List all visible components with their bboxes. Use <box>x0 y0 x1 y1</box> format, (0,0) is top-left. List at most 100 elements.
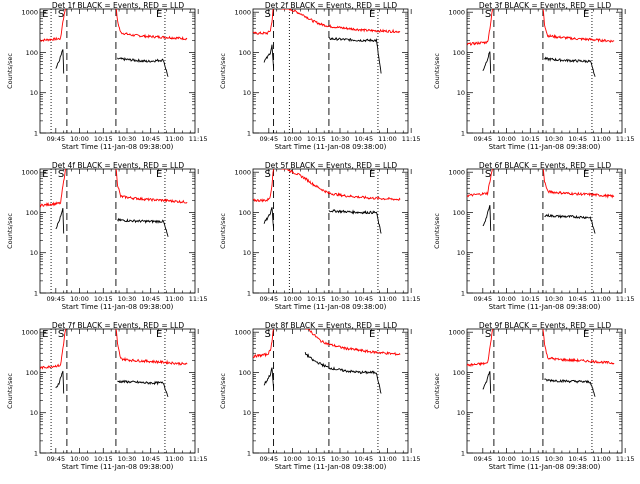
y-tick-label: 1 <box>34 130 38 138</box>
plot-frame <box>252 328 409 454</box>
detector-panel: Det 4f BLACK = Events, RED = LLD 1 10 100 10… <box>6 161 208 311</box>
panel-title: Det 9f BLACK = Events, RED = LLD <box>479 321 612 330</box>
y-tick-label: 10 <box>243 89 251 97</box>
y-tick-label: 100 <box>26 369 38 377</box>
y-tick-label: 1 <box>247 130 251 138</box>
x-tick-label: 10:15 <box>94 135 113 143</box>
interval-marker-label: E <box>583 9 589 20</box>
y-tick-label: 1 <box>461 290 465 298</box>
x-tick-label: 10:30 <box>545 295 564 303</box>
events-series-line <box>304 351 382 394</box>
interval-marker-label: E <box>42 9 48 20</box>
events-series-line <box>328 37 382 74</box>
x-tick-label: 10:15 <box>521 295 540 303</box>
detector-panel: Det 1f BLACK = Events, RED = LLD 1 10 100 10… <box>6 1 208 151</box>
lld-series-line <box>467 9 494 46</box>
x-tick-label: 10:45 <box>354 455 373 463</box>
x-tick-label: 10:15 <box>521 455 540 463</box>
plot-frame <box>39 8 196 134</box>
x-axis-label: Start Time (11-Jan-08 09:38:00) <box>275 463 387 471</box>
panel-title: Det 5f BLACK = Events, RED = LLD <box>265 161 398 170</box>
x-tick-label: 11:00 <box>165 295 184 303</box>
lld-series-line <box>253 329 275 358</box>
interval-marker-label: E <box>42 329 48 340</box>
x-tick-label: 11:00 <box>592 295 611 303</box>
detector-panel: Det 3f BLACK = Events, RED = LLD 1 10 100 10… <box>433 1 635 151</box>
plot-frame <box>39 168 196 294</box>
x-axis-label: Start Time (11-Jan-08 09:38:00) <box>62 463 174 471</box>
interval-marker-label: S <box>58 9 64 20</box>
y-tick-label: 100 <box>453 49 465 57</box>
x-tick-label: 10:00 <box>70 135 89 143</box>
interval-marker-label: E <box>583 169 589 180</box>
events-series-line <box>544 56 596 77</box>
y-tick-label: 1 <box>461 130 465 138</box>
x-tick-label: 10:00 <box>283 135 302 143</box>
plot-frame <box>466 8 623 134</box>
x-tick-label: 10:45 <box>568 295 587 303</box>
y-tick-label: 1 <box>247 290 251 298</box>
events-series-line <box>263 207 275 229</box>
x-tick-label: 11:15 <box>616 295 635 303</box>
y-axis-label: Counts/sec <box>219 373 227 409</box>
interval-marker-label: S <box>485 9 491 20</box>
events-series-line <box>55 207 65 234</box>
y-tick-label: 10 <box>30 89 38 97</box>
y-tick-label: 1 <box>34 290 38 298</box>
y-axis-label: Counts/sec <box>433 53 441 89</box>
y-tick-label: 100 <box>239 209 251 217</box>
x-tick-label: 10:15 <box>521 135 540 143</box>
x-tick-label: 10:15 <box>307 455 326 463</box>
y-axis-label: Counts/sec <box>433 213 441 249</box>
events-series-line <box>482 204 492 231</box>
y-tick-label: 1000 <box>234 329 251 337</box>
interval-marker-label: E <box>156 9 162 20</box>
y-axis-label: Counts/sec <box>219 53 227 89</box>
x-axis-label: Start Time (11-Jan-08 09:38:00) <box>62 303 174 311</box>
x-tick-label: 10:00 <box>497 135 516 143</box>
x-tick-label: 10:30 <box>331 295 350 303</box>
y-tick-label: 10 <box>30 409 38 417</box>
events-series-line <box>263 44 275 69</box>
plot-frame <box>252 168 409 294</box>
interval-marker-label: S <box>58 169 64 180</box>
y-tick-label: 10 <box>457 409 465 417</box>
events-series-line <box>482 371 492 394</box>
x-tick-label: 11:15 <box>616 455 635 463</box>
detector-panel: Det 5f BLACK = Events, RED = LLD 1 10 100 10… <box>219 161 421 311</box>
x-tick-label: 11:15 <box>616 135 635 143</box>
x-tick-label: 10:30 <box>118 455 137 463</box>
detector-panel: Det 6f BLACK = Events, RED = LLD 1 10 100 10… <box>433 161 635 311</box>
lld-series-line <box>115 169 188 204</box>
lld-series-line <box>253 9 274 36</box>
x-tick-label: 09:45 <box>46 135 65 143</box>
x-tick-label: 11:15 <box>402 135 421 143</box>
y-axis-label: Counts/sec <box>6 53 14 89</box>
x-tick-label: 10:45 <box>141 135 160 143</box>
interval-marker-label: S <box>485 169 491 180</box>
y-tick-label: 100 <box>453 209 465 217</box>
events-series-line <box>55 370 65 394</box>
x-tick-label: 09:45 <box>473 135 492 143</box>
y-tick-label: 1000 <box>234 169 251 177</box>
events-series-line <box>263 367 275 389</box>
interval-marker-label: S <box>265 329 271 340</box>
x-axis-label: Start Time (11-Jan-08 09:38:00) <box>62 143 174 151</box>
interval-marker-label: E <box>369 329 375 340</box>
y-tick-label: 100 <box>239 49 251 57</box>
events-series-line <box>55 49 65 74</box>
x-axis-label: Start Time (11-Jan-08 09:38:00) <box>489 463 601 471</box>
lld-series-line <box>542 9 615 43</box>
panel-title: Det 8f BLACK = Events, RED = LLD <box>265 321 398 330</box>
y-tick-label: 10 <box>457 249 465 257</box>
x-tick-label: 10:15 <box>307 295 326 303</box>
y-tick-label: 1 <box>461 450 465 458</box>
panel-title: Det 3f BLACK = Events, RED = LLD <box>479 1 612 10</box>
x-tick-label: 10:30 <box>118 135 137 143</box>
x-tick-label: 09:45 <box>46 295 65 303</box>
x-tick-label: 11:00 <box>592 455 611 463</box>
y-tick-label: 100 <box>26 49 38 57</box>
x-tick-label: 10:30 <box>545 135 564 143</box>
